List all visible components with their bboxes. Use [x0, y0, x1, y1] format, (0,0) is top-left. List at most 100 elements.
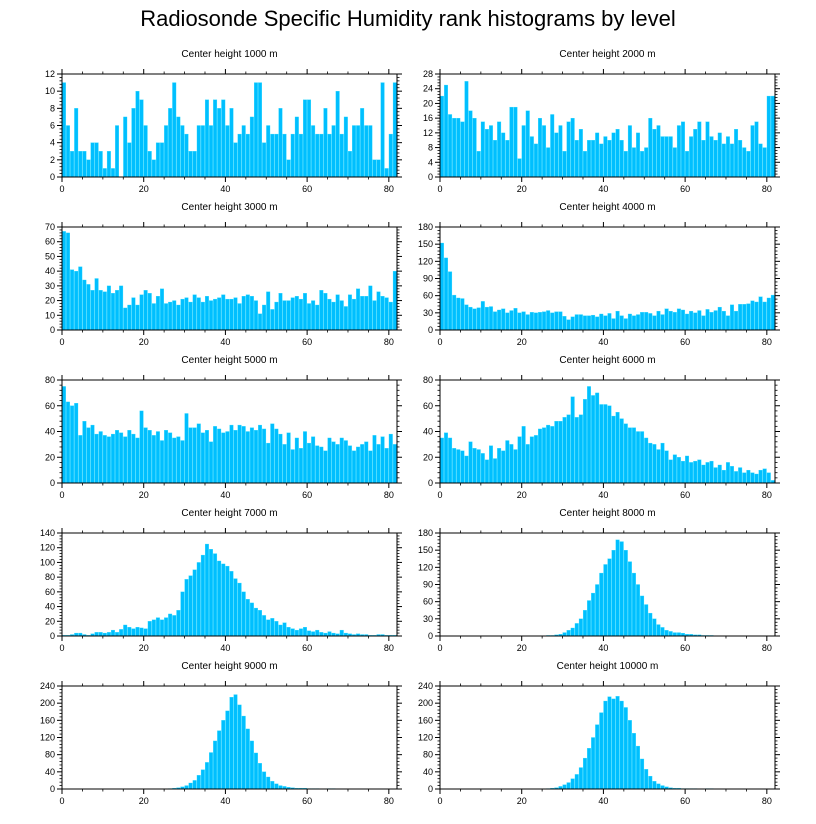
- histogram-bar: [151, 435, 156, 484]
- histogram-bar: [570, 316, 575, 331]
- histogram-bar: [115, 632, 120, 637]
- histogram-bar: [672, 632, 677, 637]
- histogram-bar: [364, 125, 369, 178]
- histogram-bar: [286, 432, 291, 484]
- histogram-bar: [652, 315, 657, 331]
- histogram-bar: [262, 771, 267, 790]
- y-tick-label: 90: [423, 580, 433, 590]
- histogram-bar: [615, 539, 620, 637]
- panel-frame: [439, 685, 776, 790]
- histogram-bar: [505, 140, 510, 178]
- histogram-bar: [558, 421, 563, 484]
- histogram-bar: [480, 453, 485, 484]
- histogram-bar: [262, 428, 267, 484]
- histogram-bar: [660, 136, 665, 178]
- histogram-bar: [307, 303, 312, 331]
- histogram-bar: [352, 298, 356, 331]
- histogram-bar: [356, 446, 361, 484]
- histogram-bar: [303, 431, 307, 484]
- histogram-bar: [278, 433, 283, 484]
- histogram-bar: [384, 448, 389, 484]
- x-tick-label: 40: [598, 184, 608, 194]
- histogram-bar: [648, 775, 653, 790]
- histogram-bar: [192, 780, 197, 790]
- x-tick-label: 80: [384, 490, 394, 500]
- histogram-bar: [249, 296, 254, 331]
- histogram-bar: [213, 740, 218, 790]
- histogram-bar: [693, 129, 698, 178]
- histogram-bar: [360, 444, 365, 484]
- histogram-bar: [62, 231, 66, 331]
- histogram-bar: [364, 441, 369, 484]
- histogram-bar: [319, 290, 324, 331]
- histogram-bar: [327, 631, 332, 637]
- histogram-bar: [484, 306, 489, 331]
- histogram-bar: [372, 159, 377, 178]
- histogram-bar: [660, 314, 665, 331]
- histogram-bar: [168, 432, 173, 484]
- histogram-bar: [619, 418, 624, 484]
- histogram-bar: [476, 307, 481, 331]
- y-tick-label: 240: [418, 681, 433, 691]
- histogram-bar: [290, 449, 295, 484]
- y-tick-label: 40: [45, 266, 55, 276]
- histogram-bar: [468, 306, 473, 331]
- histogram-bar: [582, 399, 587, 484]
- panel-title: Center height 1000 m: [181, 49, 277, 60]
- histogram-bar: [86, 159, 91, 178]
- histogram-bar: [689, 310, 694, 331]
- histogram-bar: [229, 697, 234, 790]
- histogram-bar: [266, 125, 271, 178]
- histogram-bar: [562, 417, 567, 484]
- histogram-bar: [258, 424, 262, 484]
- histogram-bar: [392, 82, 397, 178]
- histogram-bar: [578, 314, 583, 331]
- histogram-bar: [656, 449, 661, 484]
- histogram-bar: [94, 632, 99, 637]
- histogram-bar: [505, 312, 510, 331]
- histogram-bar: [106, 436, 111, 484]
- histogram-bar: [513, 449, 518, 484]
- histogram-bar: [196, 423, 201, 484]
- histogram-bar: [705, 309, 710, 331]
- histogram-bar: [115, 430, 120, 484]
- histogram-bar: [225, 298, 230, 331]
- histogram-bar: [376, 159, 381, 178]
- histogram-bar: [119, 629, 124, 637]
- histogram-bar: [180, 591, 185, 637]
- histogram-bar: [372, 435, 377, 484]
- histogram-bar: [209, 549, 213, 637]
- histogram-bar: [172, 82, 177, 178]
- histogram-bar: [364, 296, 369, 331]
- histogram-bar: [648, 313, 653, 331]
- x-tick-label: 80: [762, 184, 772, 194]
- histogram-bar: [184, 133, 189, 178]
- histogram-bar: [456, 117, 461, 178]
- y-tick-label: 100: [40, 557, 55, 567]
- histogram-bar: [509, 106, 514, 178]
- histogram-bar: [131, 108, 136, 178]
- histogram-bar: [611, 698, 616, 790]
- histogram-bar: [258, 82, 262, 178]
- histogram-bar: [599, 712, 604, 790]
- histogram-bar: [717, 132, 722, 178]
- histogram-bar: [151, 159, 156, 178]
- histogram-bar: [664, 308, 669, 331]
- histogram-bar: [298, 448, 303, 484]
- histogram-bar: [254, 752, 258, 790]
- histogram-bar: [734, 310, 739, 331]
- histogram-bar: [738, 140, 743, 178]
- x-tick-label: 60: [680, 184, 690, 194]
- histogram-bar: [274, 133, 279, 178]
- histogram-bar: [607, 558, 612, 637]
- histogram-bar: [168, 613, 173, 637]
- y-tick-label: 180: [418, 528, 433, 538]
- y-tick-label: 0: [428, 631, 433, 641]
- histogram-bar: [611, 550, 616, 637]
- histogram-bar: [566, 630, 571, 637]
- histogram-bar: [151, 303, 156, 331]
- histogram-bar: [98, 151, 103, 178]
- histogram-bar: [139, 294, 144, 331]
- x-tick-label: 60: [680, 643, 690, 653]
- histogram-bar: [582, 610, 587, 637]
